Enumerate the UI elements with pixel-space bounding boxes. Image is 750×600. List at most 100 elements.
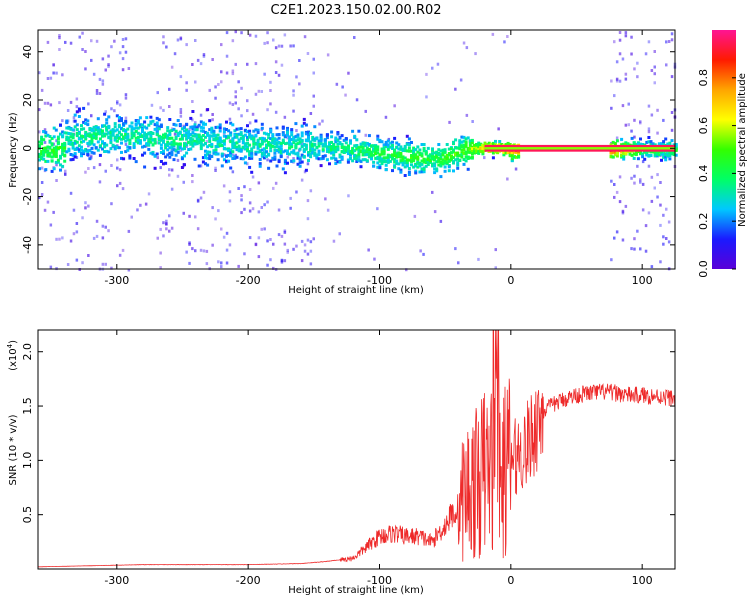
- spectrogram-cell: [620, 143, 624, 147]
- spectrogram-cell: [48, 140, 52, 144]
- spectrogram-cell: [189, 140, 193, 143]
- spectrogram-cell: [626, 142, 630, 146]
- spectrogram-cell: [309, 262, 313, 266]
- spectrogram-cell: [90, 114, 93, 118]
- spectrogram-cell: [483, 142, 487, 146]
- spectrogram-cell: [233, 129, 237, 133]
- spectrogram-cell: [326, 208, 330, 212]
- spectrogram-cell: [124, 121, 128, 125]
- spectrogram-cell: [418, 153, 422, 156]
- spectrogram-cell: [194, 39, 197, 42]
- spectrogram-cell: [201, 121, 205, 125]
- spectrogram-cell: [168, 133, 172, 137]
- spectrogram-cell: [92, 125, 96, 129]
- spectrogram-cell: [234, 62, 237, 66]
- spectrogram-cell: [338, 155, 342, 159]
- y-tick-label: 0: [21, 145, 34, 152]
- spectrogram-cell: [147, 192, 151, 196]
- spectrogram-cell: [344, 93, 347, 97]
- spectrogram-cell: [292, 44, 295, 48]
- spectrogram-cell: [283, 171, 287, 175]
- spectrogram-cell: [243, 155, 247, 159]
- spectrogram-cell: [170, 153, 174, 157]
- spectrogram-cell: [464, 151, 468, 155]
- spectrogram-cell: [248, 156, 252, 160]
- spectrogram-cell: [206, 150, 210, 154]
- spectrogram-cell: [120, 141, 123, 145]
- spectrogram-cell: [183, 126, 186, 129]
- spectrogram-cell: [172, 139, 176, 143]
- spectrogram-cell: [191, 63, 194, 66]
- spectrogram-cell: [240, 114, 243, 118]
- spectrogram-cell: [52, 154, 56, 158]
- spectrogram-cell: [361, 158, 365, 162]
- spectrogram-cell: [452, 169, 455, 173]
- spectrogram-cell: [460, 144, 464, 148]
- spectrogram-cell: [46, 145, 50, 149]
- spectrogram-cell: [138, 135, 142, 138]
- spectrogram-cell: [491, 143, 495, 147]
- spectrogram-cell: [304, 143, 308, 147]
- spectrogram-cell: [388, 155, 392, 159]
- spectrogram-cell: [613, 183, 616, 186]
- spectrogram-cell: [143, 151, 147, 155]
- spectrogram-cell: [124, 96, 128, 100]
- spectrogram-cell: [116, 158, 119, 162]
- spectrogram-cell: [78, 109, 81, 113]
- spectrogram-cell: [462, 151, 466, 155]
- spectrogram-cell: [101, 224, 105, 228]
- spectrogram-cell: [159, 160, 163, 163]
- spectrogram-cell: [162, 35, 165, 39]
- spectrogram-cell: [233, 132, 237, 136]
- spectrogram-cell: [178, 137, 182, 141]
- spectrogram-cell: [199, 138, 203, 142]
- spectrogram-cell: [262, 137, 266, 141]
- spectrogram-cell: [265, 150, 268, 154]
- spectrogram-cell: [182, 180, 185, 184]
- spectrogram-cell: [136, 119, 140, 123]
- spectrogram-cell: [182, 211, 185, 215]
- spectrogram-cell: [445, 143, 449, 146]
- spectrogram-cell: [110, 202, 113, 206]
- spectrogram-cell: [202, 249, 206, 253]
- spectrogram-cell: [433, 157, 437, 161]
- spectrogram-cell: [418, 162, 422, 166]
- spectrogram-cell: [313, 148, 317, 152]
- spectrogram-cell: [624, 143, 628, 146]
- spectrogram-cell: [265, 132, 268, 136]
- spectrogram-cell: [173, 132, 177, 136]
- spectrogram-cell: [248, 129, 252, 133]
- spectrogram-cell: [286, 161, 289, 165]
- spectrogram-cell: [179, 108, 183, 111]
- spectrogram-cell: [359, 142, 363, 146]
- spectrogram-cell: [342, 145, 346, 149]
- spectrogram-cell: [365, 149, 369, 153]
- spectrogram-cell: [633, 174, 636, 178]
- spectrogram-cell: [195, 141, 199, 145]
- spectrogram-cell: [64, 40, 67, 44]
- spectrogram-cell: [647, 127, 651, 131]
- spectrogram-cell: [639, 121, 642, 125]
- spectrogram-cell: [90, 138, 94, 142]
- spectrogram-cell: [61, 130, 65, 134]
- spectrogram-cell: [229, 133, 233, 137]
- spectrogram-cell: [121, 38, 125, 41]
- spectrogram-cell: [610, 106, 613, 110]
- spectrogram-cell: [624, 34, 628, 38]
- spectrogram-cell: [113, 138, 117, 142]
- spectrogram-cell: [650, 265, 654, 269]
- spectrogram-cell: [266, 239, 269, 243]
- spectrogram-cell: [311, 147, 315, 151]
- spectrogram-cell: [292, 151, 296, 155]
- spectrogram-cell: [403, 174, 407, 177]
- spectrogram-cell: [263, 72, 266, 76]
- spectrogram-cell: [470, 155, 474, 159]
- spectrogram-cell: [195, 136, 199, 140]
- spectrogram-cell: [443, 169, 447, 173]
- spectrogram-cell: [621, 57, 625, 61]
- spectrogram-cell: [462, 148, 466, 151]
- spectrogram-cell: [178, 123, 182, 126]
- spectrogram-cell: [464, 155, 468, 159]
- spectrogram-cell: [130, 215, 133, 219]
- spectrogram-cell: [399, 168, 403, 172]
